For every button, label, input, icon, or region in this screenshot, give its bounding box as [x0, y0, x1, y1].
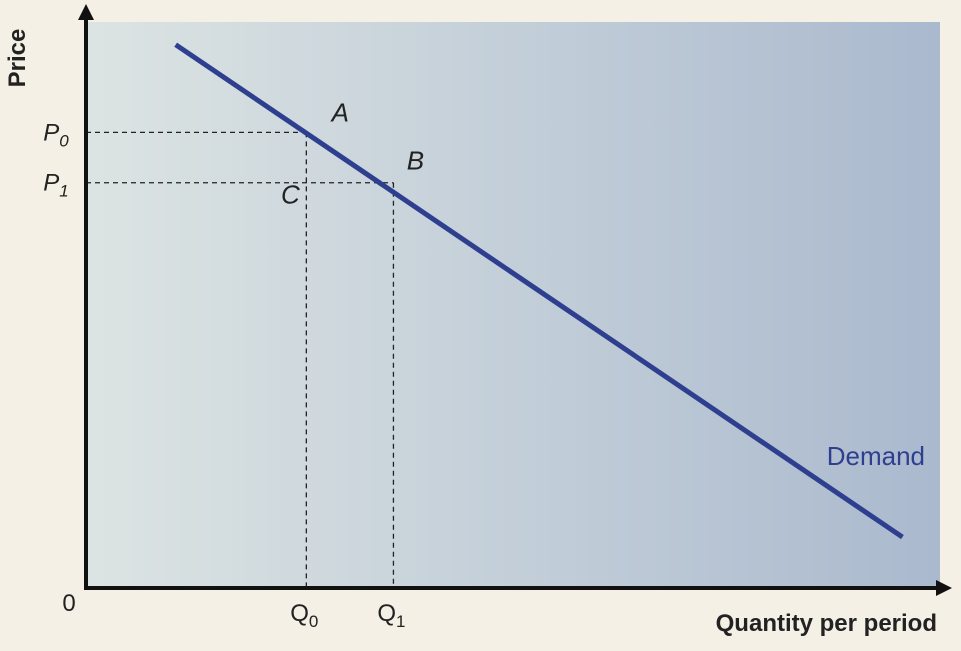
guide-lines: [86, 131, 395, 588]
tick-label-p1: P1: [43, 170, 68, 201]
x-axis-label: Quantity per period: [716, 610, 937, 637]
demand-curve-label: Demand: [827, 441, 925, 471]
plot-area: [86, 22, 940, 586]
x-axis-arrow-icon: [936, 580, 952, 596]
tick-label-p0: P0: [43, 119, 69, 150]
series-layer: [174, 42, 904, 540]
point-label-c: C: [281, 180, 300, 210]
tick-label-q0: Q0: [290, 600, 318, 631]
demand-curve: [174, 42, 904, 540]
y-axis-arrow-icon: [78, 4, 94, 20]
annotation-layer: P0 P1 Q0 Q1 Demand A B C: [43, 97, 925, 631]
point-label-a: A: [330, 97, 349, 127]
origin-label: 0: [62, 590, 75, 617]
y-axis-label: Price: [4, 29, 31, 88]
point-label-b: B: [407, 146, 424, 176]
tick-label-q1: Q1: [377, 600, 405, 631]
